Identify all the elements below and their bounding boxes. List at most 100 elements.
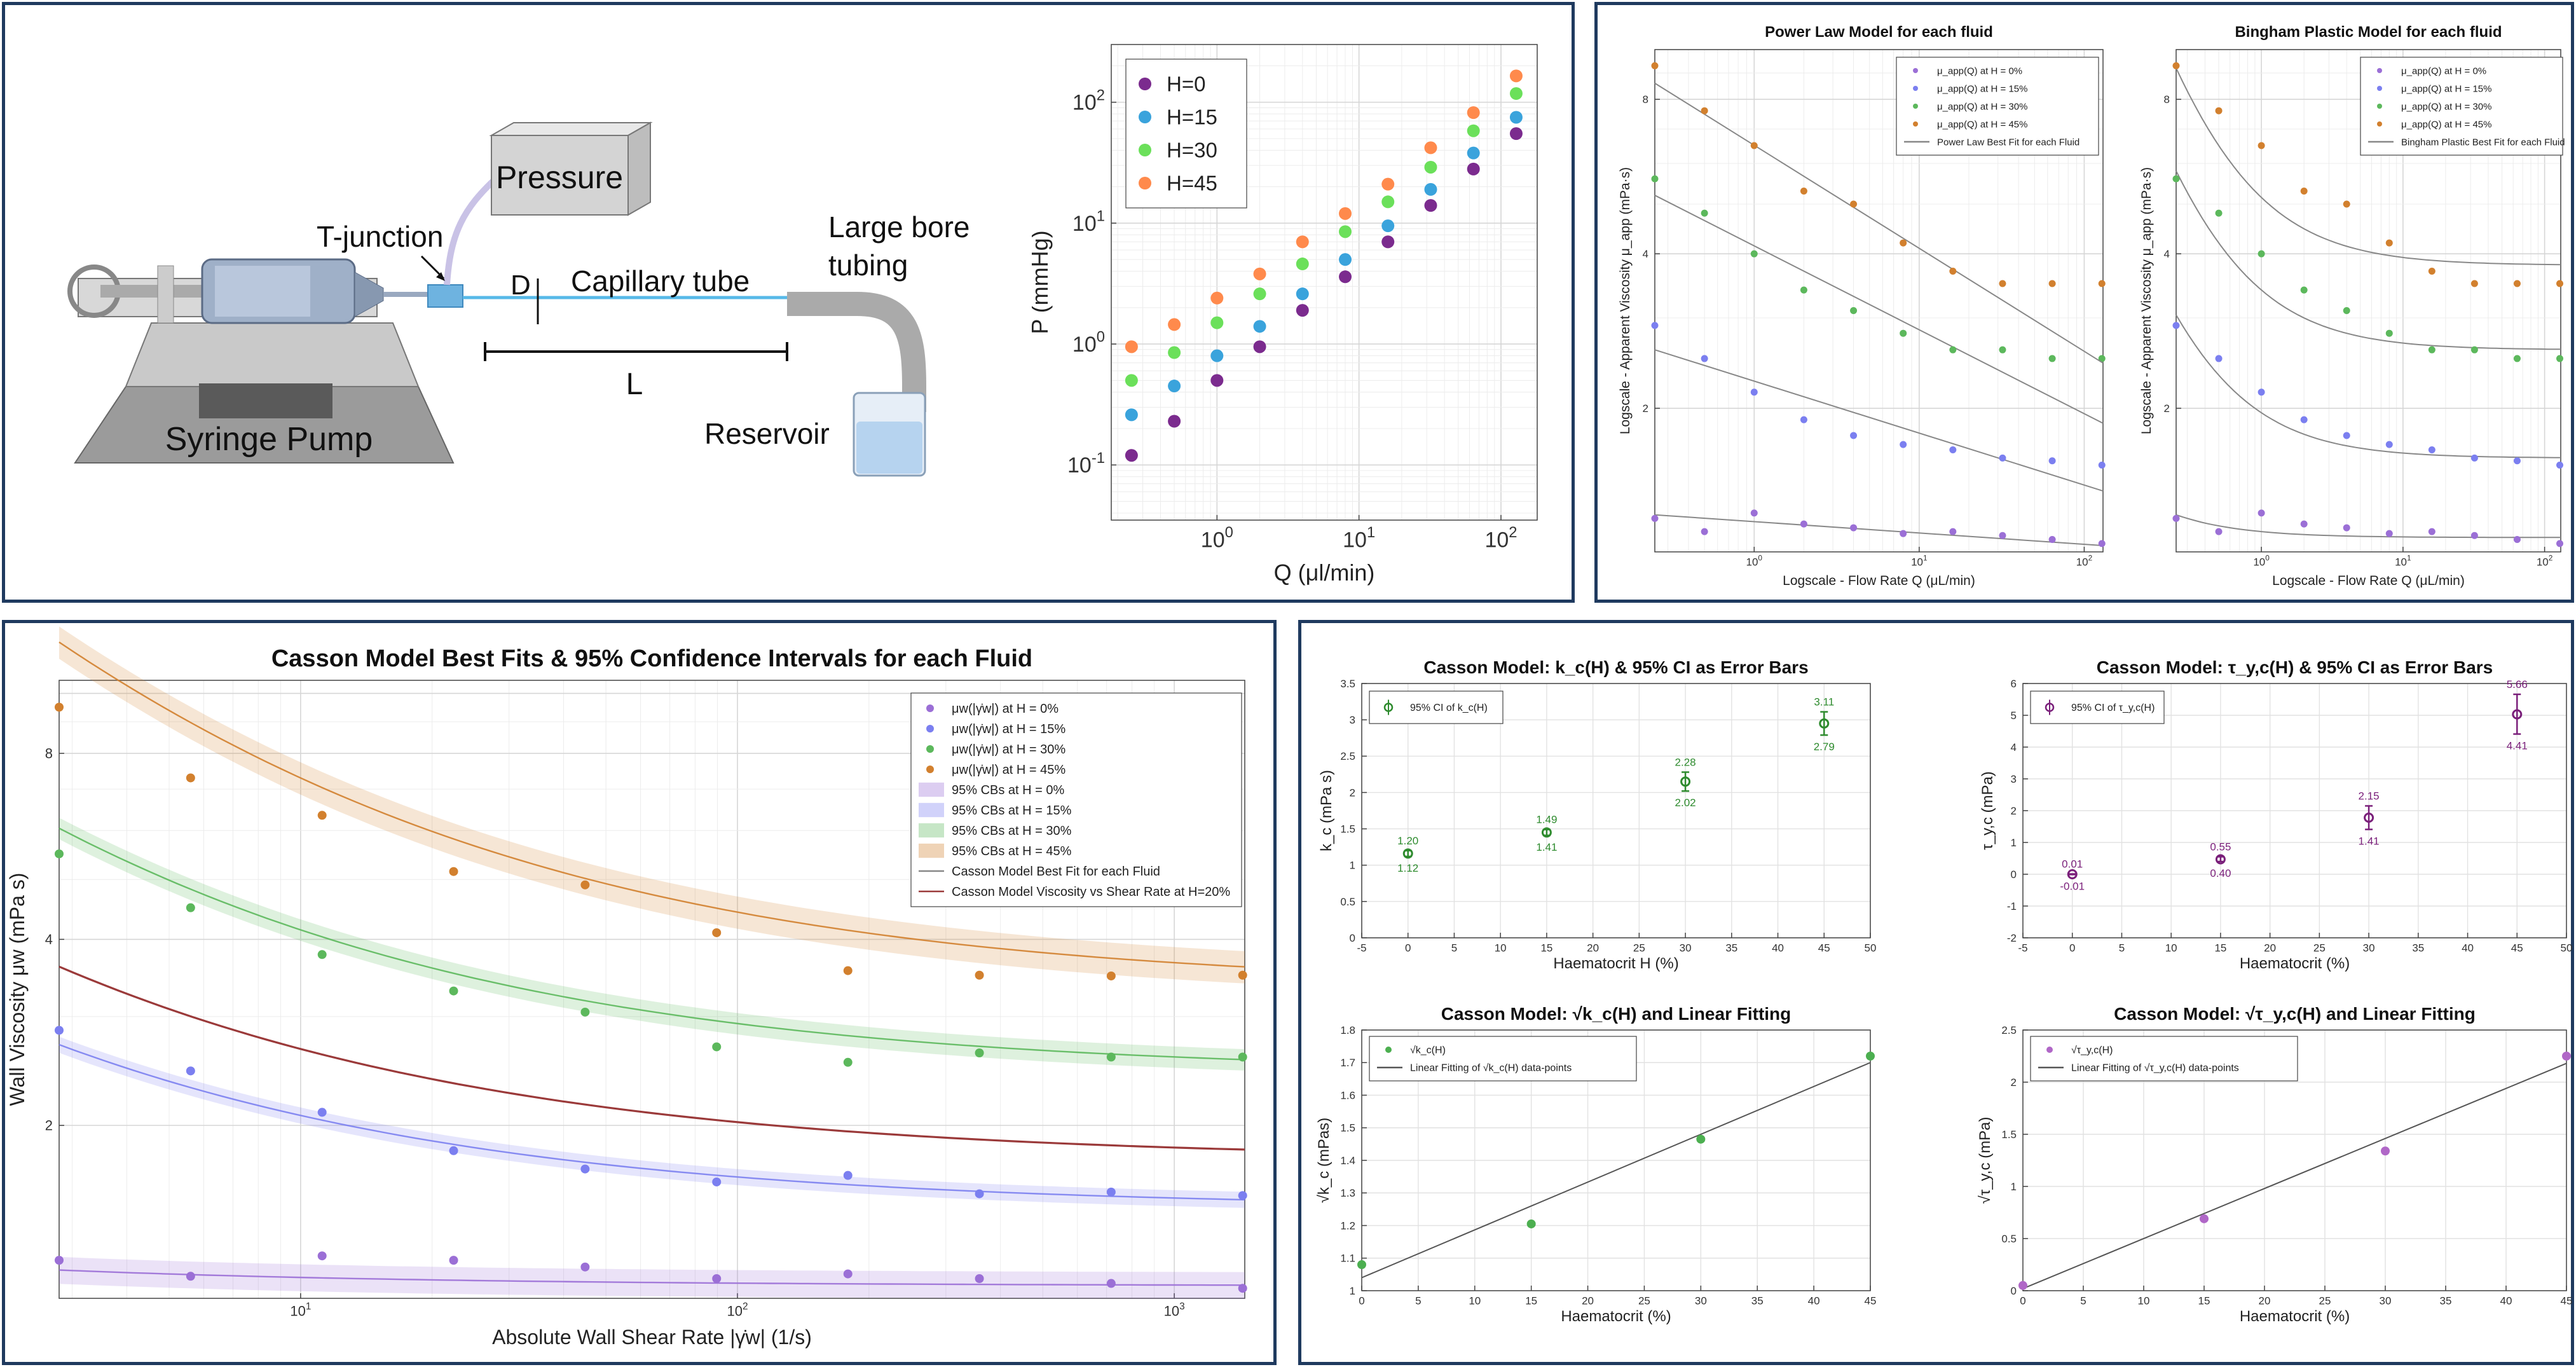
y-tick-label: 4 <box>2011 741 2017 753</box>
y-tick-label: 8 <box>2164 93 2170 106</box>
legend-label: H=30 <box>1167 139 1217 162</box>
point <box>2098 280 2106 287</box>
point <box>1750 142 1758 149</box>
y-tick-label: 1 <box>1350 860 1355 872</box>
legend-frame <box>1369 1036 1637 1082</box>
y-tick-label: -2 <box>2007 932 2017 944</box>
x-tick-label: 101 <box>290 1302 311 1319</box>
legend-marker <box>926 745 934 753</box>
x-tick-label: 15 <box>2198 1295 2210 1307</box>
svg-tau-legend: 95% CI of τ_y,c(H) <box>2030 690 2165 724</box>
point <box>1850 524 1858 532</box>
y-axis-label: k_c (mPa s) <box>1318 770 1335 851</box>
y-tick-label: 101 <box>1072 208 1105 236</box>
point <box>1999 346 2006 354</box>
y-tick-label: 3 <box>2011 773 2017 785</box>
y-tick-label: 0.5 <box>2001 1233 2017 1245</box>
x-tick-label: 102 <box>727 1302 748 1319</box>
point-H=45 <box>1125 340 1138 354</box>
point <box>1526 1219 1536 1228</box>
point <box>2556 280 2563 287</box>
point <box>2257 509 2265 517</box>
point <box>843 1057 853 1067</box>
x-tick-label: 25 <box>2313 942 2326 954</box>
pump-display <box>199 383 332 418</box>
lower-ci-label: -0.01 <box>2060 881 2085 893</box>
lower-ci-label: 1.12 <box>1397 862 1418 874</box>
upper-ci-label: 0.55 <box>2210 841 2231 853</box>
point <box>1900 530 1907 537</box>
legend-label: μw(|γ̇w|) at H = 0% <box>952 702 1058 716</box>
point <box>449 1256 458 1265</box>
x-tick-label: 50 <box>2561 942 2573 954</box>
fit-curve <box>58 642 1245 968</box>
pump-label: Syringe Pump <box>165 421 373 458</box>
point <box>2343 200 2350 208</box>
x-tick-label: 25 <box>2319 1295 2331 1307</box>
y-tick-label: 1.7 <box>1340 1057 1355 1069</box>
linear-fit-line <box>2022 1062 2567 1289</box>
plot-frame <box>1361 683 1871 938</box>
plot-frame <box>1654 49 2104 553</box>
point <box>55 1256 64 1265</box>
point <box>1999 280 2006 287</box>
point <box>2048 355 2056 362</box>
fit-line <box>1654 83 2104 364</box>
point <box>1402 848 1413 859</box>
point <box>1750 388 1758 396</box>
point-H=30 <box>1424 160 1437 174</box>
fit-line <box>1654 195 2104 424</box>
point-H=0 <box>1339 270 1352 284</box>
y-tick-label: 2 <box>1643 402 1648 415</box>
point <box>1900 329 1907 337</box>
plot-frame <box>58 680 1245 1299</box>
x-tick-label: 102 <box>2076 554 2093 568</box>
legend-label: μ_app(Q) at H = 30% <box>1937 101 2027 112</box>
legend-marker <box>1913 104 1918 109</box>
legend-marker <box>926 766 934 773</box>
point-H=30 <box>1210 316 1224 329</box>
fit-line <box>1654 349 2104 492</box>
tjunction-label: T-junction <box>317 220 443 253</box>
y-tick-label: 2.5 <box>2001 1024 2017 1036</box>
svg-power-legend: μ_app(Q) at H = 0% μ_app(Q) at H = 15% μ_a… <box>1896 57 2099 156</box>
y-axis-label: Logscale - Apparent Viscosity μ_app (mPa… <box>2139 167 2154 434</box>
panel-experiment: Syringe Pump T-junction Pressure Capillary … <box>2 2 1575 603</box>
x-tick-label: 101 <box>1343 524 1375 552</box>
point <box>2215 107 2223 114</box>
point <box>2385 441 2393 448</box>
x-tick-label: 30 <box>2363 942 2375 954</box>
svg-kc-legend: 95% CI of k_c(H) <box>1369 690 1504 724</box>
point <box>2513 457 2521 465</box>
x-tick-label: 35 <box>2440 1295 2452 1307</box>
lower-ci-label: 1.41 <box>1536 841 1557 853</box>
y-tick-label: 1.1 <box>1340 1253 1355 1265</box>
y-tick-label: 8 <box>45 745 53 761</box>
point <box>1106 1052 1116 1062</box>
fit-curve <box>58 1043 1245 1201</box>
legend-label: Linear Fitting of √τ_y,c(H) data-points <box>2071 1063 2239 1074</box>
point <box>1850 307 1858 315</box>
pump-top <box>125 322 420 387</box>
sqrtk-fit-chart: 0 5 10 15 20 25 30 35 40 45 1 1.1 1.2 1.3 1.4 1.5 1.6 1.7… <box>1315 1004 1876 1325</box>
legend-label: μ_app(Q) at H = 15% <box>2401 83 2491 94</box>
x-tick-label: 10 <box>1469 1295 1481 1307</box>
upper-ci-label: 5.66 <box>2507 678 2528 690</box>
point <box>317 811 327 820</box>
legend-label: 95% CI of τ_y,c(H) <box>2071 703 2155 713</box>
x-tick-label: 101 <box>2395 554 2411 568</box>
chart-title: Casson Model Best Fits & 95% Confidence … <box>271 645 1032 672</box>
x-tick-label: 5 <box>1415 1295 1421 1307</box>
chart-title: Power Law Model for each fluid <box>1765 24 1993 41</box>
y-tick-label: 10-1 <box>1067 450 1105 477</box>
legend-marker <box>1383 703 1394 712</box>
y-tick-label: 1 <box>1350 1285 1355 1297</box>
legend-marker <box>2377 104 2382 109</box>
pressure-flow-chart: 100 101 102 10-1 100 101 102 Q (μl/min) P (mmHg)… <box>1032 44 1538 586</box>
legend-band <box>919 782 944 797</box>
point <box>2215 355 2223 362</box>
point <box>2257 142 2265 149</box>
point <box>2257 388 2265 396</box>
t-junction-block <box>427 284 463 308</box>
x-tick-label: 20 <box>1582 1295 1594 1307</box>
